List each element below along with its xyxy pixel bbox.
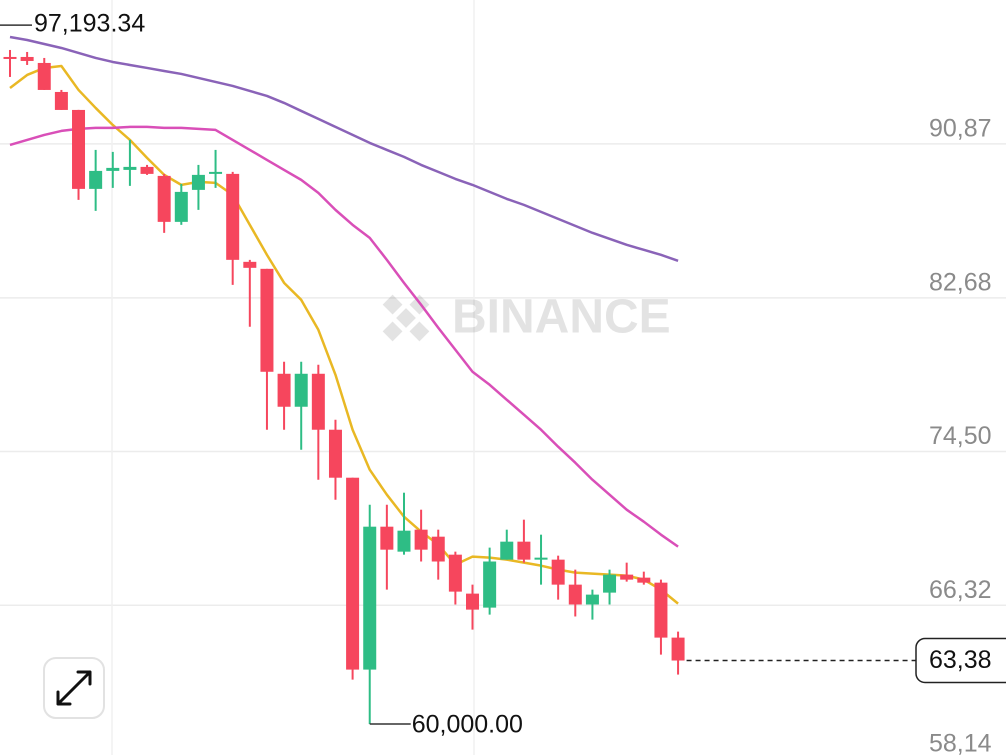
ma-line: [9, 125, 679, 548]
candle-body: [397, 530, 411, 552]
candle-body: [585, 594, 599, 605]
candle-body: [54, 91, 68, 110]
candle-body: [671, 637, 685, 661]
candle-body: [448, 554, 462, 592]
candle-body: [209, 171, 223, 174]
candle-body: [380, 526, 394, 550]
candle-body: [123, 166, 137, 170]
candle-body: [191, 174, 205, 190]
candle-body: [500, 541, 514, 560]
candle-body: [534, 557, 548, 560]
candle-body: [328, 429, 342, 478]
watermark-group: BINANCE: [382, 291, 671, 344]
candle-body: [346, 477, 360, 670]
candle-body: [431, 536, 445, 562]
candle-body: [37, 62, 51, 90]
candle-body: [620, 574, 634, 580]
candle-body: [243, 261, 257, 268]
expand-icon[interactable]: [56, 670, 92, 706]
candle-body: [603, 574, 617, 593]
candle-body: [363, 526, 377, 670]
candle-body: [466, 593, 480, 610]
candle-body: [20, 56, 34, 61]
candle-body: [277, 373, 291, 407]
candle-body: [260, 268, 274, 372]
min-marker-label: 60,000.00: [412, 711, 523, 739]
candle-body: [3, 56, 17, 59]
candle-body: [517, 541, 531, 560]
y-tick-label: 82,68: [929, 268, 992, 296]
candle-body: [294, 373, 308, 407]
last-price-box: [915, 637, 1006, 684]
watermark: BINANCE: [452, 291, 671, 344]
candle-body: [637, 577, 651, 583]
candle-body: [140, 166, 154, 174]
y-tick-label: 90,87: [929, 115, 992, 143]
candle-body: [483, 561, 497, 608]
candle-body: [226, 173, 240, 260]
expand-button[interactable]: [43, 657, 105, 719]
candle-body: [311, 373, 325, 430]
candle-body: [414, 529, 428, 550]
y-tick-label: 58,14: [929, 730, 992, 755]
y-tick-label: 74,50: [929, 422, 992, 450]
candle-body: [568, 584, 582, 605]
plot: [111, 0, 475, 755]
candle-body: [72, 109, 86, 189]
last-price-label: 63,38: [929, 646, 992, 674]
candle-body: [106, 167, 120, 171]
candle-body: [654, 582, 668, 638]
ma-line: [9, 64, 679, 605]
max-marker-label: 97,193.34: [34, 10, 145, 38]
candle-body: [89, 170, 103, 189]
candle-body: [551, 559, 565, 585]
ma-line: [9, 35, 679, 263]
candle-body: [174, 191, 188, 222]
y-tick-label: 66,32: [929, 576, 992, 604]
candle-body: [157, 175, 171, 222]
